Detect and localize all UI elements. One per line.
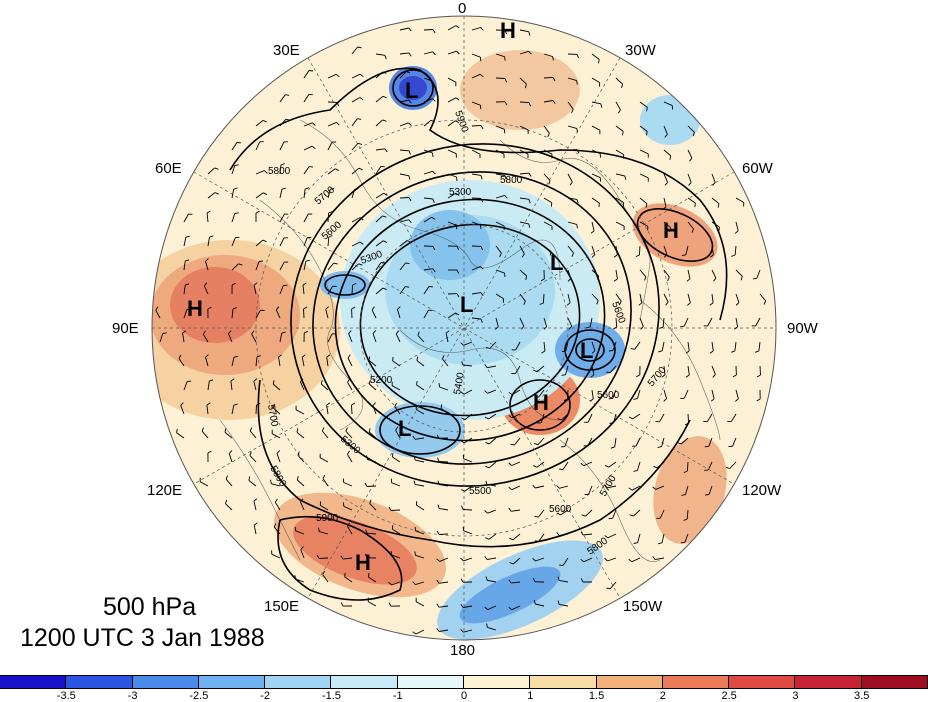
colorbar-segment [331, 676, 398, 688]
colorbar-segment [795, 676, 862, 688]
lon-label-60w: 60W [742, 160, 773, 177]
colorbar-segment [66, 676, 133, 688]
colorbar-tick-label: 1.5 [588, 690, 605, 702]
lon-label-120e: 120E [147, 482, 183, 499]
colorbar-tick-label: -1.5 [321, 690, 341, 702]
high-west-atlantic-label: H [663, 218, 679, 243]
low-arctic-label: L [460, 292, 473, 317]
colorbar-segment [861, 676, 928, 688]
colorbar-tick-label: -3 [127, 690, 138, 702]
contour-label: 5600 [597, 390, 620, 401]
high-siberia-label: H [187, 296, 203, 321]
lon-label-90w: 90W [787, 320, 818, 337]
colorbar-segment [198, 676, 266, 688]
colorbar-segment [397, 676, 464, 688]
low-east-siberia-label: L [398, 416, 411, 441]
lon-label-30e: 30E [273, 42, 300, 59]
contour-label: 5900 [316, 513, 339, 524]
map-boundary [151, 15, 777, 641]
colorbar-tick-label: 2.5 [721, 690, 737, 702]
low-scandinavia-label: L [405, 78, 418, 103]
colorbar-segment [463, 676, 531, 688]
lon-label-0: 0 [458, 0, 467, 17]
colorbar-segment [132, 676, 199, 688]
lon-label-90e: 90E [112, 320, 139, 337]
colorbar-tick-label: -1 [392, 690, 403, 702]
colorbar-tick-label: -2.5 [189, 690, 209, 702]
high-alaska-label: H [533, 390, 549, 415]
contour-label: 5500 [469, 486, 492, 497]
wind-barbs [155, 25, 767, 635]
lon-label-60e: 60E [155, 160, 182, 177]
colorbar-segment [662, 676, 730, 688]
contour-label: 5400 [452, 371, 467, 395]
height-contours [229, 67, 728, 601]
lon-label-180: 180 [450, 642, 476, 659]
contour-label: 5800 [268, 166, 291, 177]
colorbar-tick-label: 1 [527, 690, 534, 702]
colorbar-tick-label: -3.5 [56, 690, 76, 702]
valid-time-title: 1200 UTC 3 Jan 1988 [20, 624, 265, 652]
contour-label: 5600 [549, 504, 572, 515]
colorbar [0, 675, 928, 689]
colorbar-tick-label: 0 [460, 690, 468, 702]
colorbar-segment [265, 676, 332, 688]
lon-label-150w: 150W [623, 598, 663, 615]
lon-label-30w: 30W [625, 42, 656, 59]
lon-label-120w: 120W [742, 482, 782, 499]
anomaly-shading [152, 50, 727, 640]
low-north-canada-label: L [550, 250, 563, 275]
lon-label-150e: 150E [264, 598, 300, 615]
high-north-atlantic-label: H [500, 18, 516, 43]
low-hudson-bay-label: L [580, 338, 593, 363]
colorbar-tick-label: 2 [659, 690, 666, 702]
high-north-pacific-label: H [355, 550, 371, 575]
colorbar-tick-label: -2 [260, 690, 271, 702]
contour-label: 5800 [500, 175, 523, 186]
colorbar-tick-label: 3.5 [854, 690, 870, 702]
colorbar-tick-label: 3 [792, 690, 799, 702]
contour-label: 5700 [265, 404, 280, 428]
contour-label: 5300 [449, 187, 472, 198]
colorbar-segment [729, 676, 796, 688]
colorbar-segment [596, 676, 663, 688]
pressure-level-title: 500 hPa [103, 593, 197, 621]
colorbar-segment [0, 676, 67, 688]
contour-label: 5200 [370, 375, 393, 386]
colorbar-segment [530, 676, 597, 688]
